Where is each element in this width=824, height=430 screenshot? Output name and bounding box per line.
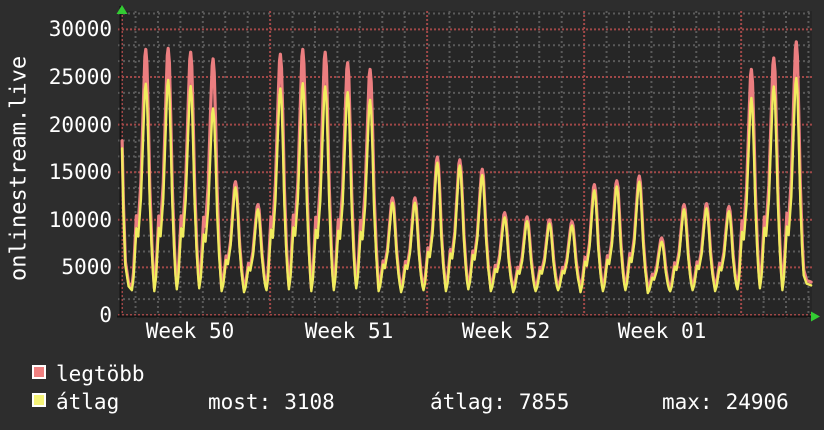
stat-most-value: 3108 xyxy=(284,390,335,414)
stat-atlag: átlag: 7855 xyxy=(430,391,569,413)
stat-most: most: 3108 xyxy=(208,391,335,413)
stat-max-label: max: xyxy=(662,390,713,414)
y-tick-30000: 30000 xyxy=(48,17,112,41)
stat-atlag-label: átlag: xyxy=(430,390,506,414)
axis-arrow-right-icon xyxy=(811,311,820,322)
y-tick-15000: 15000 xyxy=(48,160,112,184)
y-tick-10000: 10000 xyxy=(48,208,112,232)
y-tick-0: 0 xyxy=(99,303,112,327)
legend-swatch-legtobb xyxy=(32,365,46,379)
y-tick-25000: 25000 xyxy=(48,65,112,89)
stat-most-label: most: xyxy=(208,390,272,414)
y-tick-5000: 5000 xyxy=(61,255,112,279)
x-tick-week-52: Week 52 xyxy=(461,319,551,343)
x-tick-week-50: Week 50 xyxy=(145,319,235,343)
legend-label-atlag: átlag xyxy=(56,390,120,414)
legend-swatch-atlag xyxy=(32,393,46,407)
y-tick-20000: 20000 xyxy=(48,113,112,137)
stat-max-value: 24906 xyxy=(725,390,789,414)
stat-max: max: 24906 xyxy=(662,391,789,413)
stat-atlag-value: 7855 xyxy=(518,390,570,414)
x-tick-week-01: Week 01 xyxy=(617,319,707,343)
axis-arrow-up-icon xyxy=(116,5,128,14)
legend-label-legtobb: legtöbb xyxy=(56,362,145,386)
x-tick-week-51: Week 51 xyxy=(304,319,394,343)
